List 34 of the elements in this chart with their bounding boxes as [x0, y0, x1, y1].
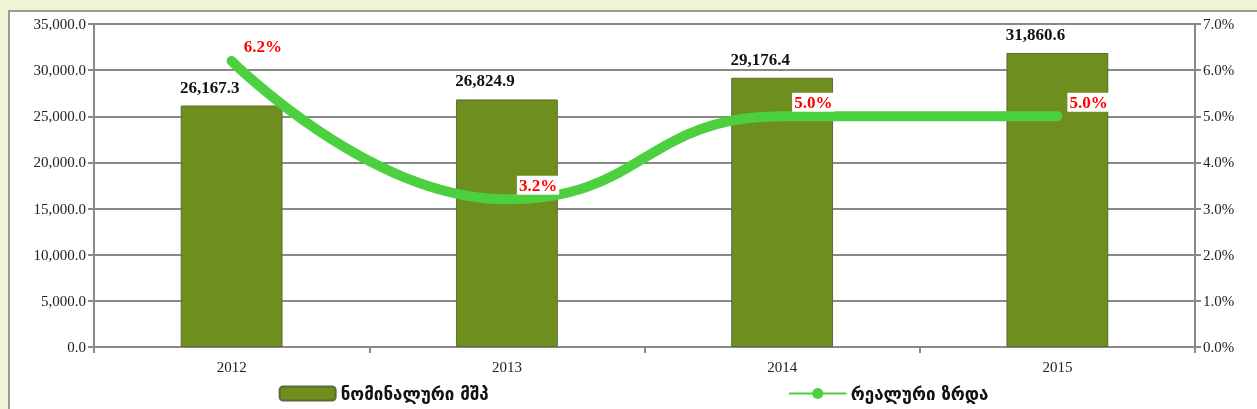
x-tick-label: 2012	[216, 358, 247, 375]
y-tick-label: 35,000.0	[33, 16, 86, 32]
x-tick-label: 2015	[1042, 358, 1073, 375]
y-tick-label: 10,000.0	[33, 246, 86, 263]
data-label: 5.0%	[794, 92, 833, 112]
data-label: 5.0%	[1069, 92, 1108, 112]
y2-tick-label: 5.0%	[1203, 108, 1235, 125]
y2-tick-label: 4.0%	[1203, 154, 1235, 171]
y2-tick-label: 7.0%	[1203, 16, 1235, 32]
bar	[180, 105, 283, 347]
legend-label: ნომინალური მშპ	[340, 383, 489, 404]
bar	[731, 77, 834, 347]
data-label: 26,167.3	[179, 77, 240, 97]
data-label: 6.2%	[243, 37, 282, 57]
y-tick-label: 30,000.0	[33, 62, 86, 79]
data-label: 31,860.6	[1005, 24, 1066, 44]
bar	[455, 99, 558, 347]
x-tick-label: 2014	[767, 358, 798, 375]
y-tick-label: 5,000.0	[41, 292, 86, 309]
y2-tick-label: 6.0%	[1203, 62, 1235, 79]
y-tick-label: 25,000.0	[33, 108, 86, 125]
y-tick-label: 0.0	[67, 339, 86, 355]
y2-tick-label: 1.0%	[1203, 292, 1235, 309]
legend-label: რეალური ზრდა	[850, 383, 989, 404]
data-label: 29,176.4	[730, 49, 791, 69]
y2-tick-label: 0.0%	[1203, 339, 1235, 355]
bar	[1006, 52, 1109, 347]
y-tick-label: 15,000.0	[33, 200, 86, 217]
data-label: 3.2%	[518, 175, 558, 195]
y-tick-label: 20,000.0	[33, 154, 86, 171]
y2-tick-label: 2.0%	[1203, 246, 1235, 263]
data-label: 26,824.9	[455, 71, 515, 91]
x-tick-label: 2013	[491, 358, 522, 375]
y2-tick-label: 3.0%	[1203, 200, 1235, 217]
